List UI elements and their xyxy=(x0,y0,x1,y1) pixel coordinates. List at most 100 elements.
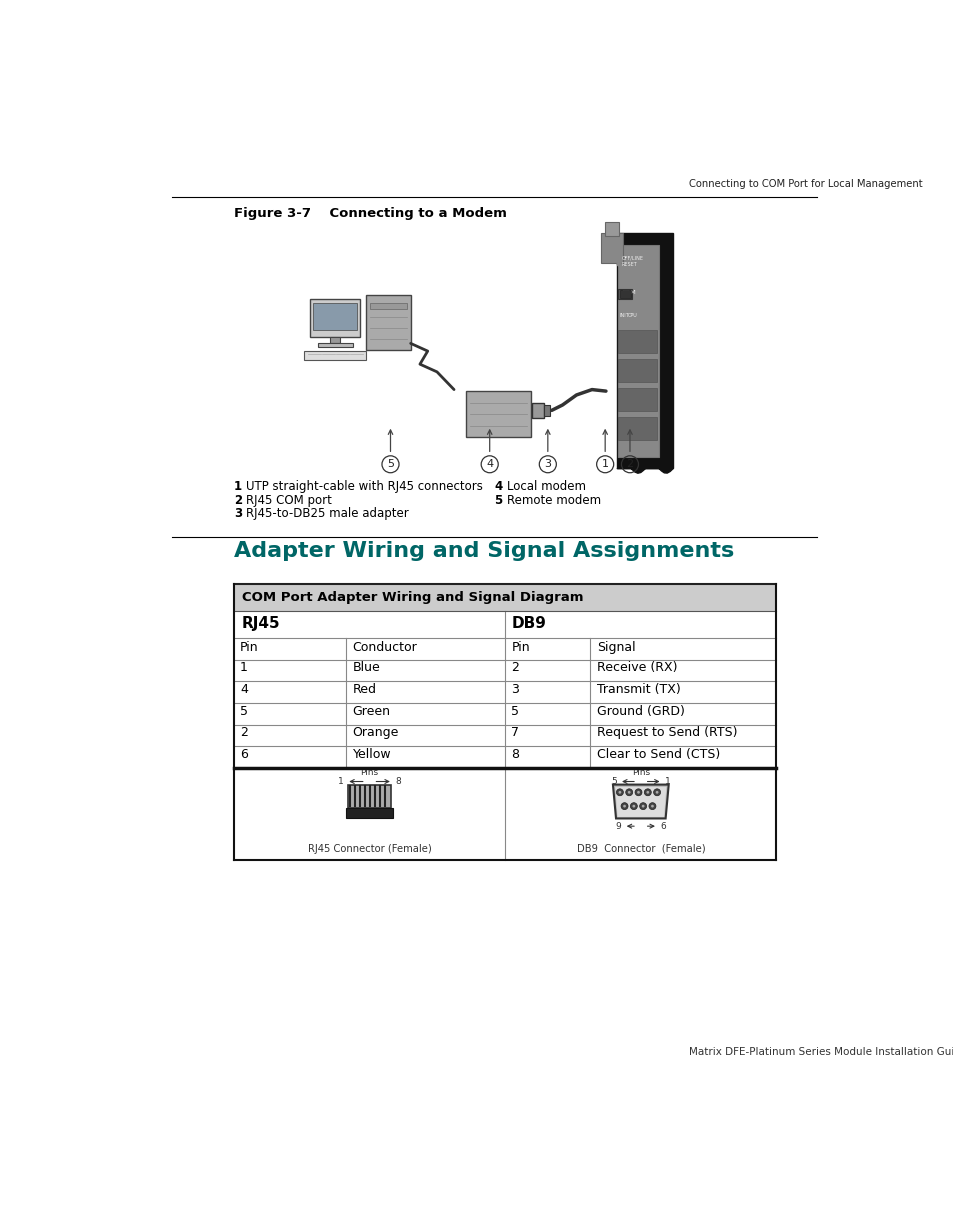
Bar xyxy=(346,808,393,819)
Text: Red: Red xyxy=(353,683,376,696)
Circle shape xyxy=(630,803,637,809)
Text: 8: 8 xyxy=(395,777,400,786)
Text: Pin: Pin xyxy=(240,640,258,654)
Circle shape xyxy=(620,803,627,809)
Text: 8: 8 xyxy=(511,748,518,761)
Circle shape xyxy=(639,803,646,809)
Text: COM Port Adapter Wiring and Signal Diagram: COM Port Adapter Wiring and Signal Diagr… xyxy=(241,591,582,604)
Text: RJ45-to-DB25 male adapter: RJ45-to-DB25 male adapter xyxy=(246,508,409,521)
Text: UTP straight-cable with RJ45 connectors: UTP straight-cable with RJ45 connectors xyxy=(246,480,483,493)
Bar xyxy=(348,785,391,808)
Circle shape xyxy=(618,791,620,794)
Bar xyxy=(531,403,543,418)
Text: 1: 1 xyxy=(233,480,242,493)
Bar xyxy=(233,725,776,747)
Text: 1: 1 xyxy=(601,459,608,469)
Circle shape xyxy=(627,791,630,794)
Circle shape xyxy=(655,791,658,794)
Bar xyxy=(233,660,776,681)
Text: Yellow: Yellow xyxy=(353,748,391,761)
Text: Remote modem: Remote modem xyxy=(506,493,600,507)
Text: DB9: DB9 xyxy=(511,616,546,632)
Text: Adapter Wiring and Signal Assignments: Adapter Wiring and Signal Assignments xyxy=(233,540,734,561)
Circle shape xyxy=(641,804,644,808)
Text: Receive (RX): Receive (RX) xyxy=(596,661,677,674)
Text: 2: 2 xyxy=(240,726,248,739)
Text: INIT: INIT xyxy=(619,314,629,318)
Text: 1: 1 xyxy=(240,661,248,674)
Text: RJ45 Connector (Female): RJ45 Connector (Female) xyxy=(308,844,431,854)
Circle shape xyxy=(643,789,651,796)
Bar xyxy=(330,338,340,344)
Text: Pins: Pins xyxy=(631,768,649,777)
Text: Blue: Blue xyxy=(353,661,380,674)
Text: Ground (GRD): Ground (GRD) xyxy=(596,704,684,718)
Bar xyxy=(369,303,406,309)
Text: Pin: Pin xyxy=(511,640,530,654)
Text: 2: 2 xyxy=(626,459,633,469)
Bar xyxy=(619,291,630,298)
Text: Signal: Signal xyxy=(596,640,635,654)
Text: RESET: RESET xyxy=(620,262,637,268)
Text: Request to Send (RTS): Request to Send (RTS) xyxy=(596,726,737,739)
Text: Local modem: Local modem xyxy=(506,480,585,493)
Bar xyxy=(365,295,410,350)
Bar xyxy=(233,584,776,611)
Bar xyxy=(466,391,530,438)
Text: Pins: Pins xyxy=(360,768,378,777)
Circle shape xyxy=(635,789,641,796)
Bar xyxy=(618,358,657,382)
Text: 5: 5 xyxy=(240,704,248,718)
Text: 2: 2 xyxy=(233,493,242,507)
Text: 1: 1 xyxy=(338,777,344,786)
Bar xyxy=(600,233,622,263)
Text: OFF/LINE: OFF/LINE xyxy=(620,256,642,260)
Text: COM: COM xyxy=(620,289,636,295)
Circle shape xyxy=(622,804,625,808)
Circle shape xyxy=(653,789,659,796)
Bar xyxy=(303,351,365,361)
Circle shape xyxy=(625,789,632,796)
Text: 4: 4 xyxy=(240,683,248,696)
Bar xyxy=(313,303,356,329)
Text: Matrix DFE-Platinum Series Module Installation Guide    3-15: Matrix DFE-Platinum Series Module Instal… xyxy=(688,1047,953,1058)
Text: RJ45 COM port: RJ45 COM port xyxy=(246,493,332,507)
Text: Green: Green xyxy=(353,704,390,718)
Text: Transmit (TX): Transmit (TX) xyxy=(596,683,679,696)
Text: 1: 1 xyxy=(664,777,670,786)
Bar xyxy=(233,747,776,768)
Text: 5: 5 xyxy=(494,493,502,507)
Circle shape xyxy=(646,791,648,794)
Bar xyxy=(618,288,632,299)
Text: DB9  Connector  (Female): DB9 Connector (Female) xyxy=(576,844,704,854)
Bar xyxy=(618,388,657,411)
Bar xyxy=(317,344,353,347)
Text: Connecting to COM Port for Local Management: Connecting to COM Port for Local Managem… xyxy=(688,180,922,189)
Text: Figure 3-7    Connecting to a Modem: Figure 3-7 Connecting to a Modem xyxy=(233,207,506,221)
Bar xyxy=(617,233,672,468)
Bar xyxy=(233,611,776,638)
Bar xyxy=(233,681,776,703)
Text: Orange: Orange xyxy=(353,726,398,739)
Text: 5: 5 xyxy=(387,459,394,469)
Text: 2: 2 xyxy=(511,661,518,674)
Text: 4: 4 xyxy=(486,459,493,469)
Text: 3: 3 xyxy=(544,459,551,469)
Text: CPU: CPU xyxy=(627,314,637,318)
Bar xyxy=(233,638,776,660)
Text: 6: 6 xyxy=(240,748,248,761)
Text: Conductor: Conductor xyxy=(353,640,416,654)
Circle shape xyxy=(648,803,656,809)
Text: 5: 5 xyxy=(611,777,617,786)
Circle shape xyxy=(637,791,639,794)
Text: 3: 3 xyxy=(511,683,518,696)
Text: RJ45: RJ45 xyxy=(241,616,280,632)
Text: 4: 4 xyxy=(494,480,502,493)
Polygon shape xyxy=(612,785,668,819)
Circle shape xyxy=(617,262,620,267)
Bar xyxy=(233,768,776,860)
Bar xyxy=(618,245,658,457)
Circle shape xyxy=(632,804,635,808)
Text: 6: 6 xyxy=(659,821,665,831)
Bar xyxy=(543,405,550,416)
